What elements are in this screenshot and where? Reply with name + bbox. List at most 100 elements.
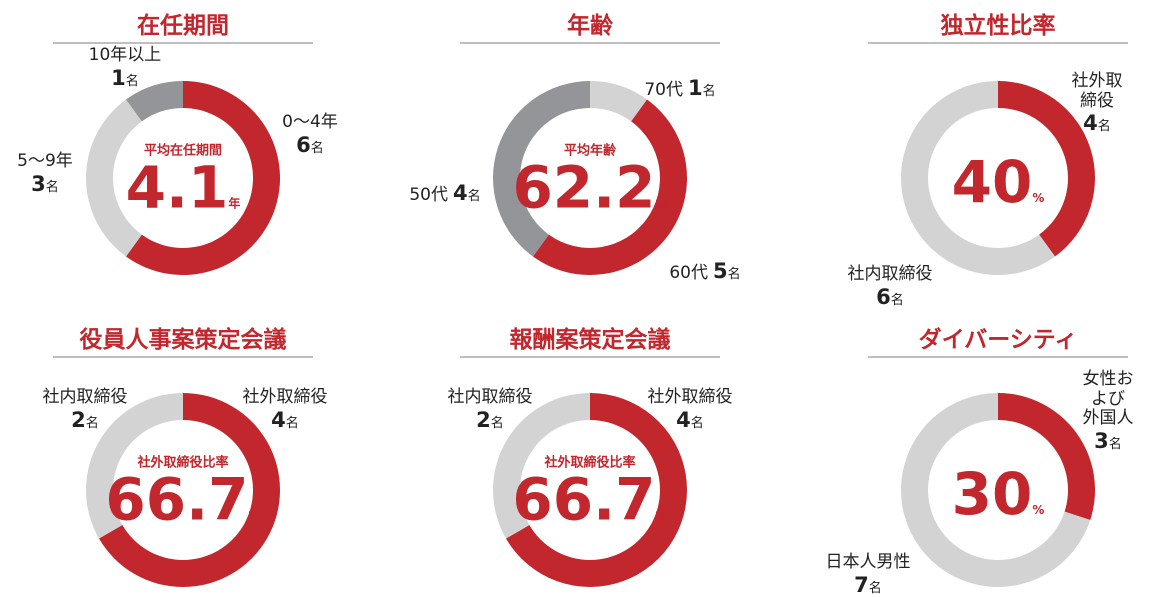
unit: 名 bbox=[490, 415, 504, 431]
value: 3 bbox=[31, 171, 46, 196]
donut-slice bbox=[998, 81, 1095, 257]
value-label: 2名 bbox=[448, 408, 533, 432]
category-label: 社内取締役 bbox=[847, 264, 933, 284]
category-label: 5〜9年 bbox=[17, 151, 73, 171]
value-label: 3名 bbox=[17, 172, 73, 196]
category-label: 60代 bbox=[669, 263, 708, 283]
chart-title: 在任期間 bbox=[137, 13, 229, 39]
value-label: 2名 bbox=[43, 408, 128, 432]
value-label: 1名 bbox=[688, 76, 716, 100]
center-value: 66.7 bbox=[512, 465, 656, 534]
value-label: 5名 bbox=[713, 259, 741, 283]
center-text: 社外取締役比率 66.7% bbox=[512, 452, 667, 529]
donut-slice bbox=[493, 393, 590, 539]
center-text: 平均在任期間 4.1年 bbox=[126, 140, 241, 217]
value-label: 7名 bbox=[826, 573, 911, 597]
unit: 名 bbox=[310, 140, 324, 156]
center-value: 30 bbox=[951, 460, 1033, 528]
value: 5 bbox=[713, 259, 728, 283]
slice-label: 70代 1名 bbox=[644, 76, 715, 101]
unit: 名 bbox=[890, 292, 904, 308]
center-text: 30% bbox=[952, 465, 1045, 523]
donut-slice bbox=[85, 99, 142, 257]
slice-label: 60代 5名 bbox=[669, 259, 740, 284]
unit: 名 bbox=[85, 415, 99, 431]
category-label: 0〜4年 bbox=[282, 112, 338, 132]
center-label: 社外取締役比率 bbox=[544, 455, 636, 471]
unit: 名 bbox=[868, 580, 882, 596]
category-label: 社内取締役 bbox=[42, 387, 128, 407]
slice-label: 0〜4年 6名 bbox=[282, 112, 338, 157]
unit: 名 bbox=[1097, 119, 1111, 135]
unit: 名 bbox=[125, 73, 139, 89]
category-label: 社外取締役 bbox=[647, 387, 733, 407]
donut-slice bbox=[900, 81, 1056, 275]
center-value: 62.2 bbox=[512, 153, 656, 222]
value: 1 bbox=[688, 76, 703, 100]
center-unit: 年 bbox=[228, 196, 241, 211]
center-unit: % bbox=[655, 508, 668, 523]
slice-label: 社外取締役 4名 bbox=[647, 387, 733, 432]
value: 2 bbox=[476, 407, 491, 432]
slice-label: 日本人男性 7名 bbox=[825, 552, 911, 597]
value: 6 bbox=[876, 284, 891, 309]
unit: 名 bbox=[285, 415, 299, 431]
center-unit: % bbox=[248, 508, 261, 523]
center-label: 社外取締役比率 bbox=[137, 455, 229, 471]
slice-label: 社内取締役 2名 bbox=[447, 387, 533, 432]
donut-slice bbox=[505, 393, 688, 587]
value-label: 1名 bbox=[89, 66, 162, 90]
donut-slice bbox=[125, 81, 183, 122]
center-value-row: 66.7% bbox=[105, 471, 260, 529]
center-value-row: 66.7% bbox=[512, 471, 667, 529]
unit: 名 bbox=[702, 84, 716, 99]
value-label: 3名 bbox=[1082, 429, 1135, 453]
donut-slice bbox=[492, 81, 590, 257]
value: 7 bbox=[854, 572, 869, 597]
donut-slice bbox=[85, 393, 183, 539]
slice-label: 10年以上 1名 bbox=[88, 45, 162, 90]
chart-title: 独立性比率 bbox=[940, 13, 1056, 39]
donut-slice bbox=[125, 81, 280, 275]
value-label: 4名 bbox=[453, 181, 481, 205]
center-value-row: 62.2歳 bbox=[512, 159, 667, 217]
center-unit: % bbox=[1032, 503, 1045, 517]
value: 1 bbox=[111, 65, 126, 90]
center-text: 40% bbox=[952, 153, 1045, 211]
center-label: 平均年齢 bbox=[563, 143, 616, 159]
category-label: 10年以上 bbox=[88, 45, 162, 65]
center-unit: % bbox=[1032, 191, 1045, 205]
category-label: 社内取締役 bbox=[447, 387, 533, 407]
chart-title: ダイバーシティ bbox=[918, 327, 1078, 353]
category-label: 日本人男性 bbox=[825, 552, 911, 572]
category-label: 社外取締役 bbox=[1071, 71, 1123, 111]
slice-label: 社内取締役 6名 bbox=[847, 264, 933, 309]
value-label: 4名 bbox=[243, 408, 328, 432]
chart-title: 役員人事案策定会議 bbox=[79, 327, 287, 353]
value-label: 4名 bbox=[1065, 111, 1129, 135]
unit: 名 bbox=[467, 189, 481, 204]
chart-title: 報酬案策定会議 bbox=[509, 327, 671, 353]
slice-label: 女性および 外国人 3名 bbox=[1082, 369, 1135, 453]
unit: 名 bbox=[1108, 436, 1122, 452]
center-value-row: 40% bbox=[952, 153, 1045, 211]
center-value: 4.1 bbox=[125, 153, 229, 222]
slice-label: 50代 4名 bbox=[409, 181, 480, 206]
center-label: 平均在任期間 bbox=[143, 143, 223, 159]
category-label: 70代 bbox=[644, 80, 683, 100]
value: 4 bbox=[271, 407, 286, 432]
center-value-row: 30% bbox=[952, 465, 1045, 523]
unit: 名 bbox=[690, 415, 704, 431]
center-value: 66.7 bbox=[105, 465, 249, 534]
category-label: 女性および 外国人 bbox=[1082, 369, 1134, 429]
slice-label: 社外取締役 4名 bbox=[242, 387, 328, 432]
category-label: 社外取締役 bbox=[242, 387, 328, 407]
value-label: 4名 bbox=[648, 408, 733, 432]
center-value: 40 bbox=[951, 148, 1033, 216]
chart-title: 年齢 bbox=[567, 13, 613, 39]
value: 4 bbox=[1083, 111, 1098, 136]
donut-slice bbox=[998, 393, 1095, 520]
donut-slice bbox=[590, 81, 648, 122]
value: 3 bbox=[1094, 428, 1109, 453]
